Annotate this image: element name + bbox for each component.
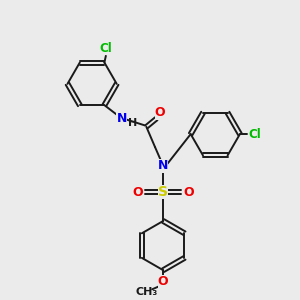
Text: CH₃: CH₃ xyxy=(135,287,158,297)
Text: N: N xyxy=(117,112,127,125)
Text: O: O xyxy=(158,275,169,288)
Text: N: N xyxy=(158,160,168,172)
Text: O: O xyxy=(133,185,143,199)
Text: H: H xyxy=(128,118,137,128)
Text: O: O xyxy=(183,185,194,199)
Text: O: O xyxy=(155,106,165,119)
Text: Cl: Cl xyxy=(100,42,112,55)
Text: S: S xyxy=(158,185,168,199)
Text: Cl: Cl xyxy=(249,128,262,141)
